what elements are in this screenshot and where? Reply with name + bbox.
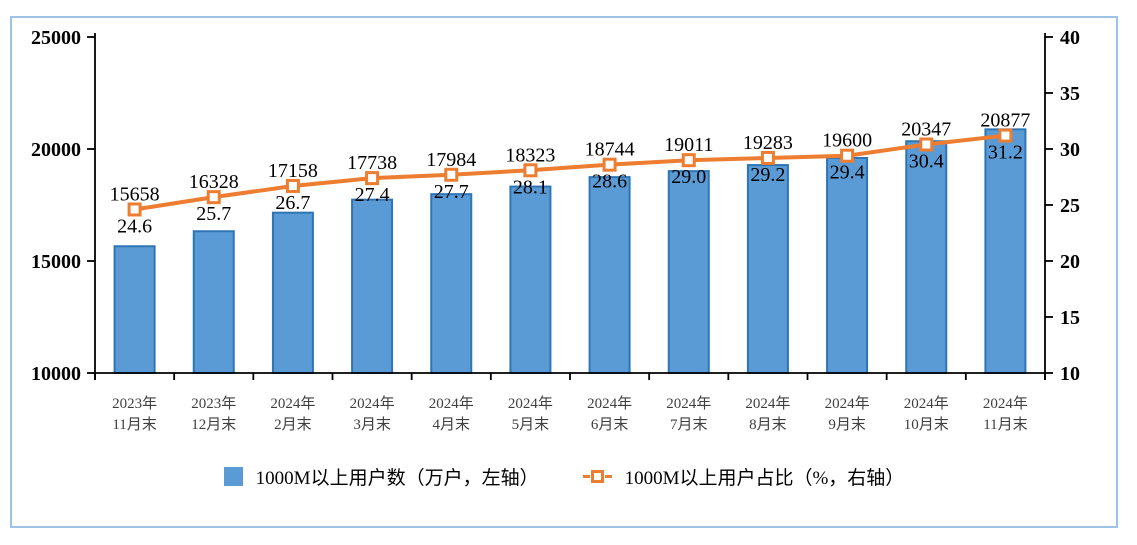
bar (113, 245, 156, 374)
bar (271, 211, 314, 374)
right-axis-tick-label: 25 (1060, 195, 1080, 217)
pct-value-label: 30.4 (909, 151, 944, 173)
right-axis-tick-label: 20 (1060, 251, 1080, 273)
right-axis-tick-label: 15 (1060, 307, 1080, 329)
left-axis-tick-label: 25000 (31, 27, 81, 49)
bar-series-swatch-icon (223, 466, 243, 486)
x-tick-label-line1: 2024年 (904, 395, 949, 412)
pct-value-label: 29.4 (830, 162, 865, 184)
pct-value-label: 24.6 (117, 215, 152, 237)
x-tick-label-line2: 7月末 (670, 416, 708, 433)
right-axis-tick-label: 30 (1060, 139, 1080, 161)
legend-label-users: 1000M以上用户数（万户，左轴） (255, 467, 539, 489)
left-axis-tick-label: 10000 (31, 363, 81, 385)
bar-value-label: 18323 (505, 144, 555, 166)
line-marker (919, 137, 934, 152)
legend-item-users: 1000M以上用户数（万户，左轴） (223, 463, 539, 490)
left-axis-tick-label: 15000 (31, 251, 81, 273)
bar (826, 156, 869, 374)
line-marker (127, 202, 142, 217)
line-marker (365, 171, 380, 186)
pct-value-label: 28.6 (592, 171, 627, 193)
x-tick-label-line2: 6月末 (591, 416, 629, 433)
x-tick-label-line1: 2024年 (508, 395, 553, 412)
bar (588, 176, 631, 374)
line-marker (602, 157, 617, 172)
bar (746, 164, 789, 374)
line-marker (681, 153, 696, 168)
pct-value-label: 25.7 (196, 203, 231, 225)
bar-value-label: 18744 (585, 139, 635, 161)
x-tick-label-line2: 2月末 (274, 416, 312, 433)
x-tick-label-line2: 11月末 (983, 416, 1027, 433)
x-tick-label-line2: 8月末 (749, 416, 787, 433)
x-tick-label-line1: 2024年 (270, 395, 315, 412)
legend-item-share: 1000M以上用户占比（%，右轴） (582, 463, 905, 490)
x-tick-label-line1: 2024年 (350, 395, 395, 412)
bar-value-label: 15658 (110, 183, 160, 205)
bar-value-label: 19011 (664, 134, 713, 156)
line-marker (998, 128, 1013, 143)
right-axis-tick-label: 10 (1060, 363, 1080, 385)
x-tick-label-line1: 2024年 (983, 395, 1028, 412)
x-tick-label-line1: 2024年 (825, 395, 870, 412)
pct-value-label: 28.1 (513, 176, 548, 198)
bar-value-label: 20347 (901, 119, 951, 141)
x-tick-label-line1: 2023年 (191, 395, 236, 412)
line-series (134, 133, 1006, 212)
x-tick-label-line1: 2024年 (587, 395, 632, 412)
line-marker (206, 190, 221, 205)
bar-value-label: 17984 (426, 149, 476, 171)
pct-value-label: 27.7 (434, 181, 469, 203)
line-series-swatch-icon (582, 469, 612, 483)
x-tick-label-line1: 2024年 (745, 395, 790, 412)
bar (192, 230, 235, 374)
bar (905, 140, 948, 374)
legend-label-share: 1000M以上用户占比（%，右轴） (624, 467, 905, 489)
pct-value-label: 26.7 (275, 192, 310, 214)
line-marker (444, 167, 459, 182)
pct-value-label: 31.2 (988, 142, 1023, 164)
x-tick-label-line2: 4月末 (432, 416, 470, 433)
bar-value-label: 17738 (347, 152, 397, 174)
x-tick-label-line2: 12月末 (191, 416, 236, 433)
x-tick-label-line1: 2024年 (429, 395, 474, 412)
line-marker (285, 178, 300, 193)
right-axis-tick-label: 35 (1060, 83, 1080, 105)
bar-value-label: 17158 (268, 160, 318, 182)
x-tick-label-line1: 2023年 (112, 395, 157, 412)
x-tick-label-line2: 10月末 (904, 416, 949, 433)
bar (351, 198, 394, 374)
x-tick-label-line2: 3月末 (353, 416, 391, 433)
pct-value-label: 29.0 (671, 166, 706, 188)
legend: 1000M以上用户数（万户，左轴） 1000M以上用户占比（%，右轴） (12, 452, 1116, 500)
pct-value-label: 29.2 (750, 164, 785, 186)
pct-value-label: 27.4 (355, 184, 390, 206)
x-tick-label-line2: 11月末 (112, 416, 156, 433)
line-marker (523, 163, 538, 178)
line-marker (760, 150, 775, 165)
x-tick-label-line2: 5月末 (512, 416, 550, 433)
line-marker (840, 148, 855, 163)
bar-value-label: 16328 (189, 171, 239, 193)
bar (667, 170, 710, 374)
x-tick-label-line1: 2024年 (666, 395, 711, 412)
bar (430, 193, 473, 374)
bar-value-label: 20877 (980, 110, 1030, 132)
bar (984, 128, 1027, 374)
right-axis-tick-label: 40 (1060, 27, 1080, 49)
bar-value-label: 19600 (822, 130, 872, 152)
left-axis-tick-label: 20000 (31, 139, 81, 161)
bar (509, 185, 552, 374)
x-tick-label-line2: 9月末 (828, 416, 866, 433)
bar-value-label: 19283 (743, 132, 793, 154)
